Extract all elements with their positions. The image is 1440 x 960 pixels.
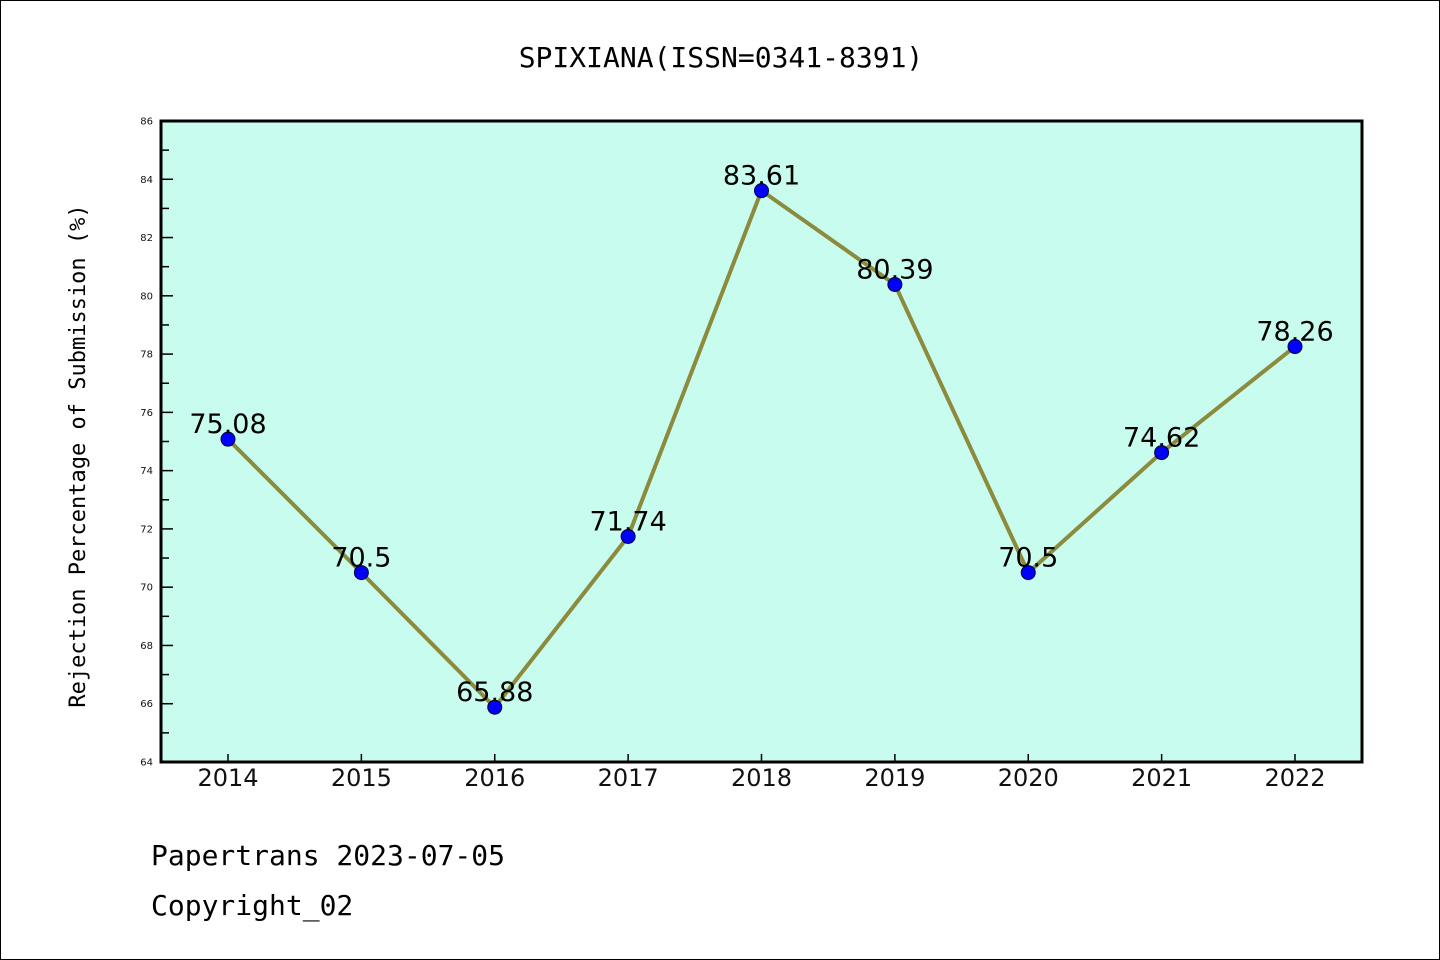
data-label: 75.08 — [189, 409, 266, 440]
data-label: 70.5 — [331, 543, 391, 574]
y-tick-label: 70 — [140, 583, 153, 594]
y-tick-label: 86 — [140, 117, 153, 128]
x-tick-label: 2019 — [864, 764, 925, 792]
data-point — [487, 699, 503, 715]
data-label: 83.61 — [723, 161, 800, 192]
x-tick-label: 2020 — [998, 764, 1059, 792]
y-tick-label: 72 — [140, 524, 153, 535]
x-tick-label: 2021 — [1131, 764, 1192, 792]
chart-title: SPIXIANA(ISSN=0341-8391) — [519, 41, 924, 74]
footer-date: Papertrans 2023-07-05 — [151, 839, 505, 872]
data-point — [220, 431, 236, 447]
y-tick-label: 66 — [140, 699, 153, 710]
y-tick-label: 80 — [140, 291, 153, 302]
x-tick-label: 2018 — [731, 764, 792, 792]
x-tick-label: 2022 — [1264, 764, 1325, 792]
data-label: 78.26 — [1256, 317, 1333, 348]
data-point — [1020, 565, 1036, 581]
y-tick-label: 64 — [140, 758, 153, 769]
data-label: 70.5 — [998, 543, 1058, 574]
data-label: 71.74 — [589, 506, 666, 537]
x-tick-label: 2014 — [197, 764, 258, 792]
data-point — [1287, 339, 1303, 355]
data-label: 80.39 — [856, 254, 933, 285]
data-point — [754, 183, 769, 199]
y-tick-label: 76 — [140, 408, 153, 419]
plot-area — [161, 121, 1362, 762]
footer-copyright: Copyright_02 — [151, 889, 353, 923]
y-tick-label: 84 — [140, 175, 153, 186]
y-tick-label: 68 — [140, 641, 153, 652]
data-label: 65.88 — [456, 677, 533, 708]
y-tick-label: 82 — [140, 233, 153, 244]
data-point — [887, 276, 903, 292]
plot-frame — [159, 119, 1364, 764]
data-point — [620, 528, 636, 544]
data-label: 74.62 — [1123, 423, 1200, 454]
data-point — [1154, 445, 1170, 461]
y-tick-label: 74 — [140, 466, 153, 477]
y-axis-label: Rejection Percentage of Submission (%) — [66, 204, 91, 707]
y-tick-label: 78 — [140, 350, 153, 361]
data-point — [353, 565, 369, 581]
x-tick-label: 2016 — [464, 764, 525, 792]
x-tick-label: 2017 — [598, 764, 659, 792]
x-tick-label: 2015 — [331, 764, 392, 792]
